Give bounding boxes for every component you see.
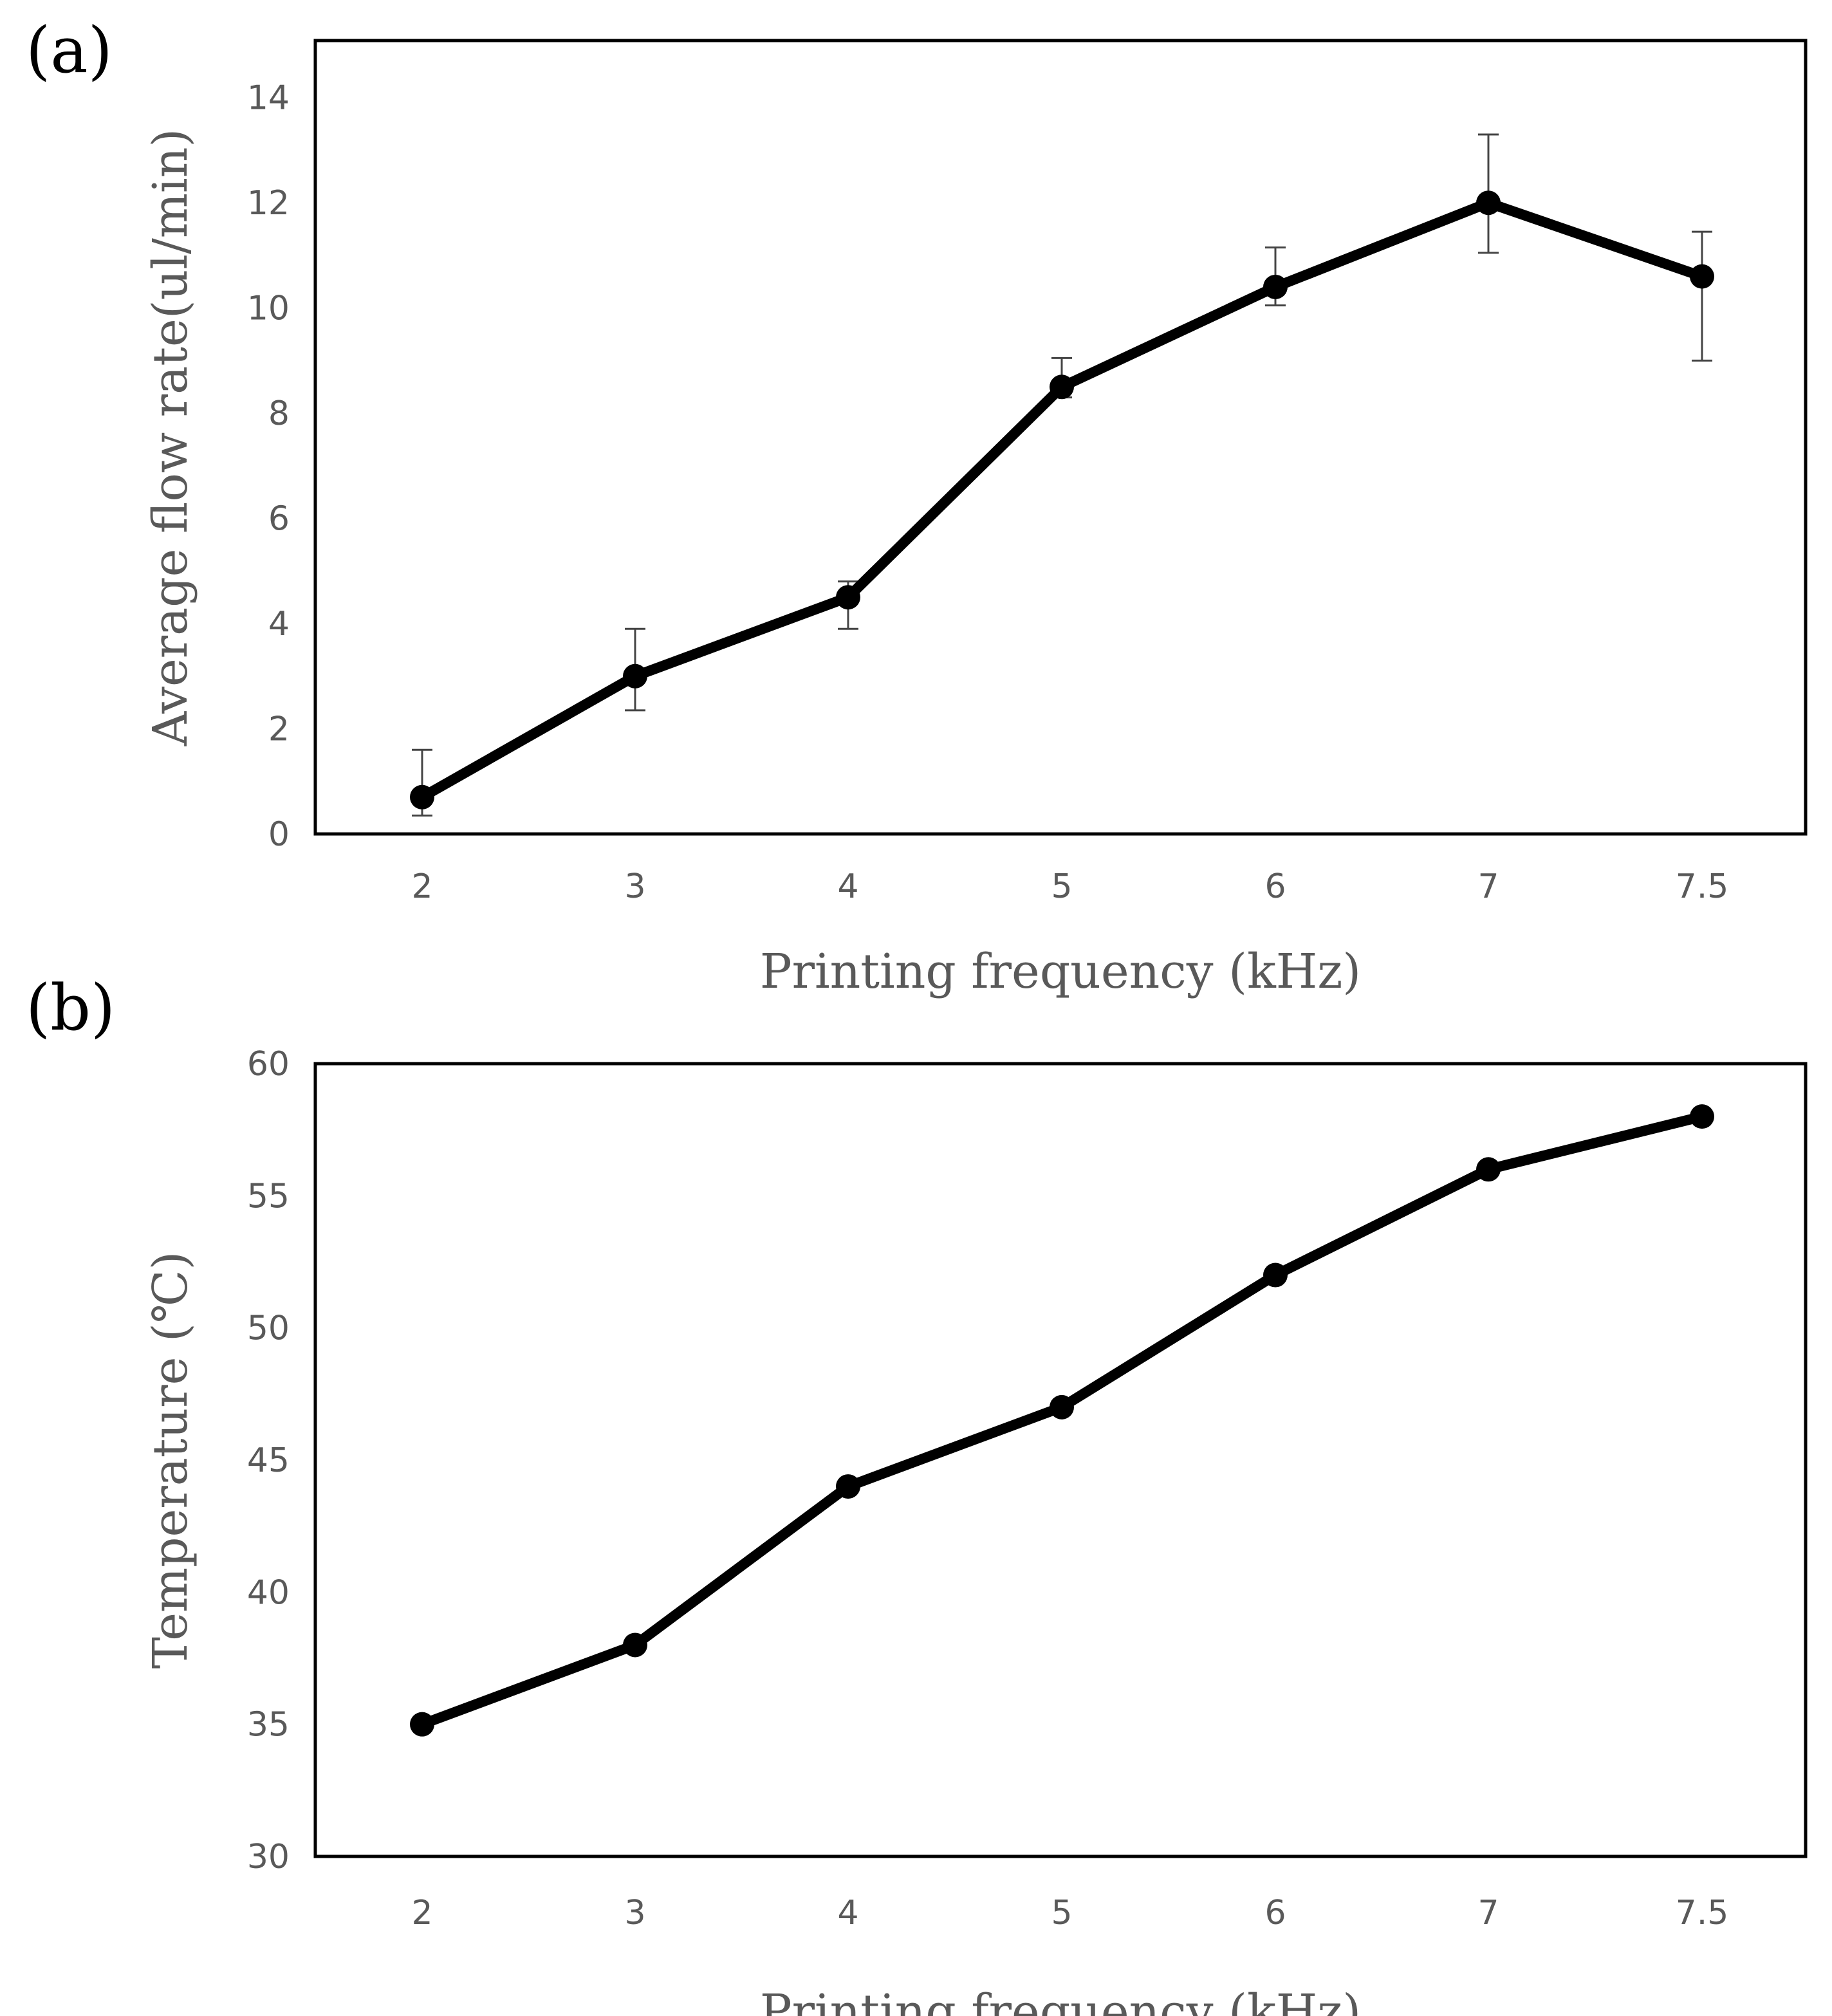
series-line — [417, 198, 1707, 802]
panel-label: (b) — [26, 972, 115, 1045]
data-point — [836, 585, 860, 610]
y-tick-label: 50 — [247, 1309, 290, 1348]
data-point — [623, 1632, 647, 1658]
x-tick-label: 3 — [624, 867, 645, 906]
x-axis-label: Printing frequency (kHz) — [760, 1984, 1361, 2016]
data-point — [410, 1712, 434, 1737]
y-tick-label: 12 — [247, 184, 290, 223]
x-tick-label: 7.5 — [1676, 867, 1729, 906]
panel-label: (a) — [26, 14, 113, 88]
x-tick-label: 4 — [837, 1894, 858, 1932]
x-tick-label: 7 — [1477, 1894, 1499, 1932]
data-point — [410, 784, 434, 809]
x-axis-label: Printing frequency (kHz) — [760, 944, 1361, 999]
y-tick-label: 8 — [268, 394, 290, 433]
y-tick-label: 60 — [247, 1045, 290, 1084]
data-point — [1050, 1394, 1074, 1420]
y-tick-label: 55 — [247, 1177, 290, 1216]
x-tick-label: 6 — [1264, 867, 1286, 906]
data-point — [1690, 1104, 1714, 1129]
y-tick-label: 10 — [247, 290, 290, 328]
x-tick-label: 7.5 — [1676, 1894, 1729, 1932]
y-tick-label: 4 — [268, 605, 290, 643]
data-point — [1263, 1262, 1288, 1288]
series-line — [417, 1111, 1707, 1730]
plot-frame — [313, 39, 1808, 836]
data-point — [1263, 274, 1288, 299]
x-tick-label: 5 — [1051, 867, 1072, 906]
x-tick-label: 3 — [624, 1894, 645, 1932]
x-tick-label: 7 — [1477, 867, 1499, 906]
y-tick-label: 35 — [247, 1706, 290, 1744]
y-tick-label: 45 — [247, 1441, 290, 1480]
data-point — [1476, 1157, 1501, 1182]
x-tick-label: 5 — [1051, 1894, 1072, 1932]
plot-frame — [313, 1062, 1808, 1858]
y-tick-label: 30 — [247, 1838, 290, 1876]
y-tick-label: 40 — [247, 1573, 290, 1612]
data-point — [623, 663, 647, 689]
data-point — [1690, 264, 1714, 289]
y-tick-label: 2 — [268, 710, 290, 749]
data-point — [1476, 190, 1501, 216]
x-tick-label: 6 — [1264, 1894, 1286, 1932]
chart-a: (a) 0 2 4 6 8 10 12 14 2 3 4 5 6 7 7.5 Printing frequenc… — [26, 14, 1808, 999]
y-tick-label: 6 — [268, 500, 290, 539]
x-tick-label: 2 — [411, 1894, 432, 1932]
y-axis-label: Average flow rate(ul/min) — [143, 129, 198, 747]
data-point — [836, 1474, 860, 1499]
y-tick-label: 0 — [268, 815, 290, 854]
y-axis-label: Temperature (℃) — [143, 1252, 198, 1669]
x-tick-label: 4 — [837, 867, 858, 906]
x-tick-label: 2 — [411, 867, 432, 906]
data-point — [1050, 375, 1074, 400]
y-tick-label: 14 — [247, 79, 290, 118]
